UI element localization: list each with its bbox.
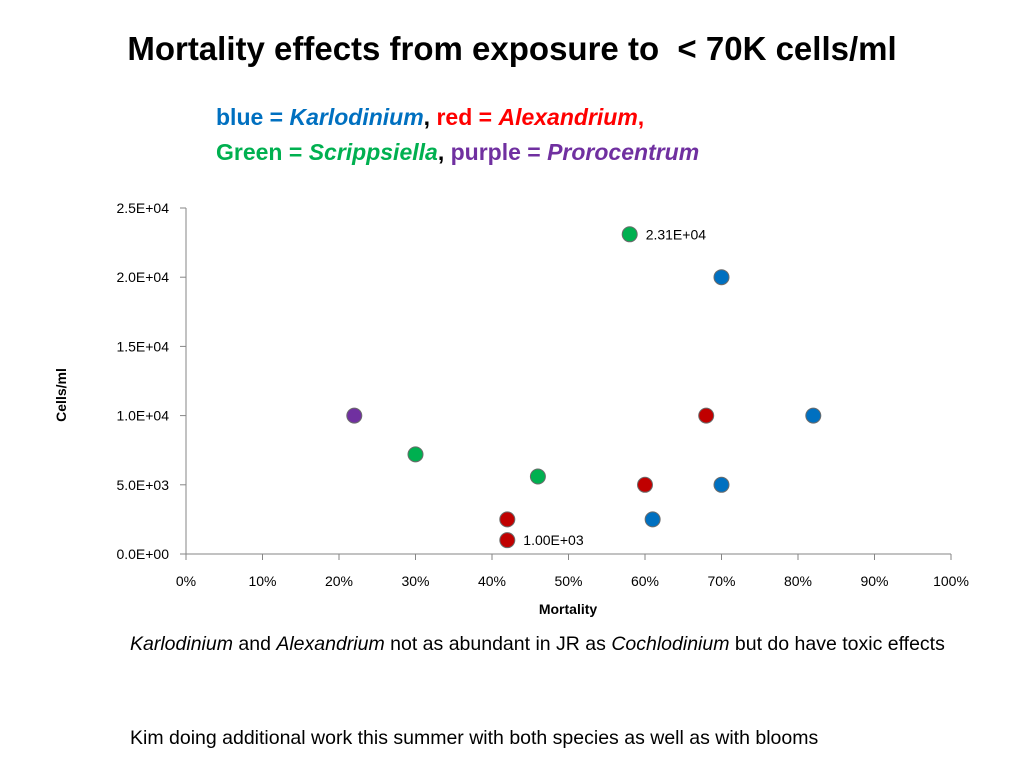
data-point [644, 511, 661, 528]
x-tick-label: 0% [176, 573, 196, 589]
note-paragraph-2: Kim doing additional work this summer wi… [130, 727, 819, 749]
x-tick-label: 30% [401, 573, 429, 589]
x-tick-label: 70% [707, 573, 735, 589]
note-paragraph-1-text-0: Karlodinium [130, 633, 233, 655]
x-tick-label: 20% [325, 573, 353, 589]
chart-points [346, 226, 822, 549]
data-point [713, 269, 730, 286]
legend-line-1-text-0: blue = [216, 104, 290, 130]
x-tick-label: 40% [478, 573, 506, 589]
data-point [805, 407, 822, 424]
legend-line-2-text-4: Prorocentrum [547, 139, 700, 165]
data-point [407, 446, 424, 463]
x-tick-label: 80% [784, 573, 812, 589]
y-tick-label: 1.0E+04 [116, 408, 169, 424]
legend-line-2-text-1: Scrippsiella [308, 139, 438, 165]
data-point [698, 407, 715, 424]
data-label: 1.00E+03 [523, 532, 584, 548]
legend-line-2-text-0: Green = [216, 139, 309, 165]
x-tick-label: 90% [860, 573, 888, 589]
y-tick-labels: 0.0E+00 5.0E+03 1.0E+04 1.5E+04 2.0E+04 2.5E+… [116, 200, 169, 562]
x-axis-title: Mortality [539, 601, 598, 617]
note-paragraph-1-text-1: and [232, 633, 277, 655]
data-point [713, 476, 730, 493]
y-tick-label: 5.0E+03 [116, 477, 169, 493]
y-tick-label: 0.0E+00 [116, 546, 169, 562]
data-point [499, 532, 516, 549]
y-tick-label: 2.5E+04 [116, 200, 169, 216]
legend-line-1-text-1: Karlodinium [289, 104, 424, 130]
legend-line-2: Green = Scrippsiella, purple = Prorocent… [216, 139, 699, 166]
legend-line-1-text-3: red = [436, 104, 499, 130]
y-tick-label: 2.0E+04 [116, 269, 169, 285]
data-point [499, 511, 516, 528]
data-point [637, 476, 653, 493]
data-point [529, 468, 546, 485]
legend-line-2-text-2: , [437, 139, 451, 165]
note-paragraph-1: Karlodinium and Alexandrium not as abund… [130, 628, 1000, 660]
slide-title: Mortality effects from exposure to < 70K… [127, 30, 897, 67]
data-labels: 1.00E+03 2.31E+04 [523, 226, 706, 548]
x-tick-label: 100% [933, 573, 969, 589]
x-tick-label: 60% [631, 573, 659, 589]
chart-axes [180, 207, 952, 560]
data-point [346, 407, 363, 424]
data-label: 2.31E+04 [646, 226, 707, 242]
y-axis-title: Cells/ml [53, 368, 69, 422]
legend-line-1-text-4: Alexandrium [498, 104, 638, 130]
legend-line-1-text-2: , [423, 104, 437, 130]
x-tick-label: 50% [554, 573, 582, 589]
legend-line-1: blue = Karlodinium, red = Alexandrium, [216, 104, 644, 131]
note-paragraph-1-text-5: but do have toxic effects [729, 633, 945, 655]
legend-line-1-text-5: , [637, 104, 645, 130]
note-paragraph-1-text-3: not as abundant in JR as [384, 633, 612, 655]
legend-line-2-text-3: purple = [450, 139, 548, 165]
note-paragraph-1-text-2: Alexandrium [276, 633, 385, 655]
x-tick-label: 10% [248, 573, 276, 589]
note-paragraph-1-text-4: Cochlodinium [611, 633, 730, 655]
y-tick-label: 1.5E+04 [116, 338, 169, 354]
data-point [621, 226, 638, 243]
x-tick-labels: 0% 10% 20% 30% 40% 50% 60% 70% 80% 90% 100% [176, 573, 969, 589]
